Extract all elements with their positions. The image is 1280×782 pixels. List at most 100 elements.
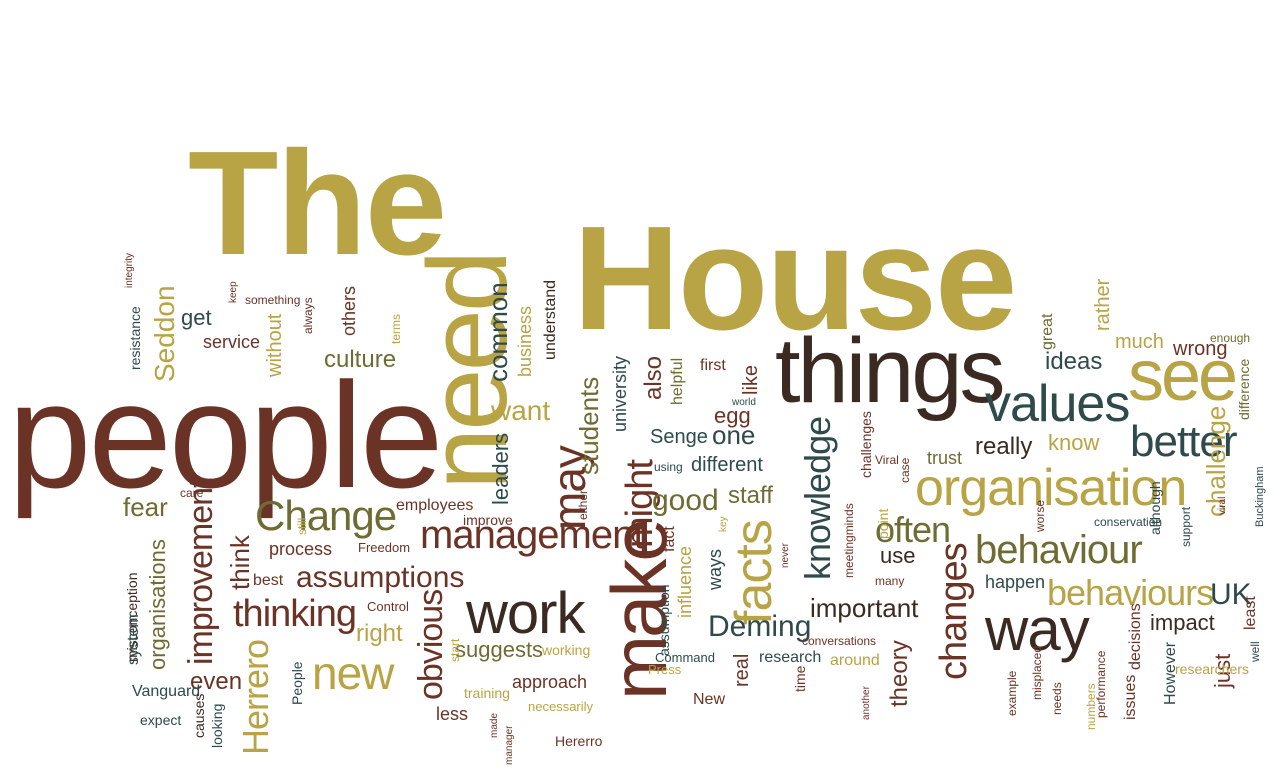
cloud-word: Deming <box>708 610 812 643</box>
cloud-word: behaviour <box>975 528 1143 572</box>
cloud-word: needs <box>1050 682 1064 715</box>
cloud-word: influence <box>675 545 695 618</box>
cloud-word: service <box>203 332 261 352</box>
cloud-word: things <box>775 320 1005 422</box>
cloud-word: different <box>691 454 763 476</box>
cloud-word: challenges <box>858 411 874 478</box>
cloud-word: even <box>190 668 243 695</box>
cloud-word: know <box>1048 430 1100 455</box>
cloud-word: well <box>1248 641 1262 662</box>
cloud-word: Command <box>655 650 715 665</box>
cloud-word: Herrero <box>235 639 276 755</box>
cloud-word: obvious <box>412 589 450 700</box>
cloud-word: common <box>483 282 513 382</box>
cloud-word: changes <box>933 543 975 680</box>
cloud-word: integrity <box>124 252 135 288</box>
cloud-word: although <box>1147 481 1163 535</box>
cloud-word: get <box>181 305 212 330</box>
cloud-word: behaviours <box>1047 572 1214 613</box>
cloud-word: really <box>975 433 1033 460</box>
cloud-word: better <box>1130 417 1238 466</box>
cloud-word: either <box>576 489 590 520</box>
cloud-word: Freedom <box>358 540 411 555</box>
cloud-word: Seddon <box>149 285 180 382</box>
cloud-word: never <box>780 542 791 568</box>
cloud-word: new <box>312 647 394 699</box>
cloud-word: best <box>253 572 284 589</box>
cloud-word: case <box>898 457 912 483</box>
cloud-word: great <box>1039 313 1056 350</box>
cloud-word: staff <box>728 482 773 509</box>
cloud-word: manager <box>504 725 515 765</box>
cloud-word: less <box>436 704 469 724</box>
cloud-word: conservation <box>1094 515 1163 529</box>
cloud-word: often <box>875 509 951 550</box>
cloud-word: time <box>792 665 808 692</box>
cloud-word: others <box>339 285 359 336</box>
title-house: House <box>573 196 1017 361</box>
cloud-word: business <box>515 305 535 377</box>
cloud-word: world <box>732 397 756 408</box>
cloud-word: many <box>875 574 905 588</box>
cloud-word: helpful <box>669 357 686 405</box>
cloud-word: research <box>759 649 822 666</box>
cloud-word: without <box>264 313 286 377</box>
cloud-word: university <box>610 355 630 432</box>
cloud-word: around <box>830 652 880 669</box>
cloud-word: looking <box>209 703 225 748</box>
cloud-word: UK <box>1210 578 1252 611</box>
cloud-word: Press <box>648 662 682 677</box>
cloud-word: approach <box>512 672 588 692</box>
cloud-word: made <box>489 712 500 738</box>
cloud-word: support <box>1179 506 1193 547</box>
cloud-word: meetingminds <box>842 503 856 578</box>
cloud-word: fact <box>661 526 678 552</box>
cloud-word: enough <box>1210 331 1251 345</box>
cloud-word: researchers <box>1175 661 1249 677</box>
cloud-word: Viral <box>875 453 899 467</box>
cloud-word: Senge <box>650 426 708 448</box>
cloud-word: process <box>269 539 333 559</box>
cloud-word: assumption <box>656 584 672 656</box>
cloud-word: viral <box>1217 496 1228 515</box>
cloud-word: Hererro <box>555 733 603 749</box>
title-the: The <box>188 121 447 286</box>
cloud-word: values <box>985 375 1130 433</box>
cloud-word: necessarily <box>528 699 594 714</box>
cloud-word: leaders <box>488 432 513 505</box>
cloud-word: worse <box>1033 499 1047 532</box>
cloud-word: impact <box>1150 610 1215 635</box>
cloud-word: think <box>225 535 255 590</box>
cloud-word: improve <box>463 512 513 528</box>
cloud-word: ways <box>705 548 725 590</box>
cloud-word: theory <box>886 640 913 707</box>
cloud-word: improvement <box>182 479 220 665</box>
cloud-word: conversations <box>802 634 877 648</box>
cloud-word: decisions <box>1127 603 1144 670</box>
cloud-word: rather <box>1092 278 1114 331</box>
cloud-word: work <box>466 581 585 646</box>
cloud-word: point <box>875 508 891 539</box>
cloud-word: resistance <box>127 306 143 370</box>
cloud-word: expect <box>140 712 182 728</box>
cloud-word: keep <box>228 281 239 303</box>
cloud-word: performance <box>1094 650 1108 718</box>
cloud-word: organisations <box>145 539 170 670</box>
cloud-word: causes <box>191 693 207 738</box>
cloud-word: People <box>289 661 305 705</box>
cloud-word: still <box>295 517 309 535</box>
cloud-word: way <box>985 596 1090 663</box>
cloud-word: assumptions <box>296 561 465 594</box>
cloud-word: egg <box>714 403 751 428</box>
cloud-word: training <box>464 685 510 701</box>
cloud-word: example <box>1005 670 1019 716</box>
cloud-word: good <box>652 484 719 517</box>
cloud-word: also <box>640 355 667 400</box>
cloud-word: students <box>574 376 604 475</box>
cloud-word: terms <box>389 314 403 344</box>
cloud-word: difference <box>1236 358 1252 420</box>
cloud-word: issues <box>1122 674 1139 720</box>
cloud-word: using <box>654 460 683 474</box>
cloud-word: Change <box>255 492 397 539</box>
